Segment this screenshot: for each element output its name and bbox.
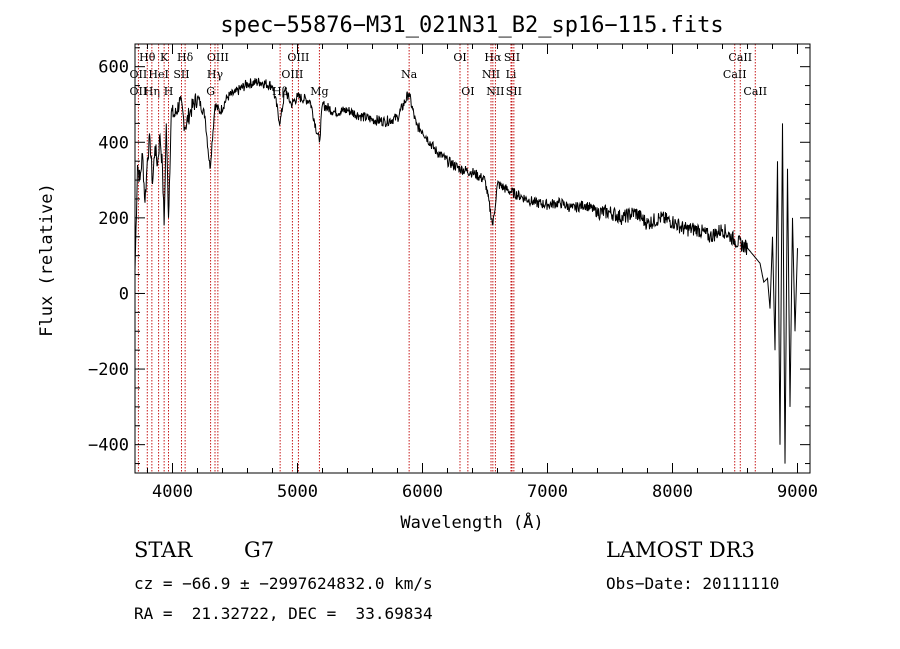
spectral-line-label: Hδ xyxy=(177,51,194,64)
y-tick-label: 0 xyxy=(119,284,129,304)
x-tick-label: 6000 xyxy=(402,482,443,502)
object-class: STAR xyxy=(134,538,193,562)
spectral-line-label: Hη xyxy=(144,85,160,98)
x-tick-label: 8000 xyxy=(652,482,693,502)
spectrum-plot-area xyxy=(134,77,798,464)
x-axis-label: Wavelength (Å) xyxy=(400,511,543,533)
spectral-line-label: OIII xyxy=(287,51,309,64)
chart-title: spec−55876−M31_021N31_B2_sp16−115.fits xyxy=(220,13,723,38)
y-tick-label: −400 xyxy=(88,436,129,456)
spectral-line-label: SII xyxy=(504,51,520,64)
spectral-line-label: SII xyxy=(173,68,189,81)
x-tick-label: 9000 xyxy=(777,482,818,502)
spectral-line-label: NII xyxy=(482,68,500,81)
spectral-line-label: K xyxy=(160,51,169,64)
spectral-line-label: CaII xyxy=(728,51,752,64)
spectral-line-label: Mg xyxy=(310,85,328,98)
observation-date: Obs−Date: 20111110 xyxy=(606,574,780,593)
axes: 4000 5000 6000 7000 8000 9000 600 400 200 0 −200 −4… xyxy=(88,44,818,502)
x-tick-label: 4000 xyxy=(152,482,193,502)
spectral-line-label: OI xyxy=(461,85,474,98)
spectral-line-label: OIII xyxy=(281,68,303,81)
y-tick-label: −200 xyxy=(88,360,129,380)
sky-coordinates: RA = 21.32722, DEC = 33.69834 xyxy=(134,604,433,623)
survey-name: LAMOST DR3 xyxy=(606,538,755,562)
spectral-line-label: Na xyxy=(401,68,418,81)
object-subclass: G7 xyxy=(244,538,275,562)
y-tick-label: 200 xyxy=(98,209,129,229)
spectral-line-label: OII xyxy=(130,68,148,81)
spectrum-series-flux xyxy=(134,77,798,464)
plot-frame xyxy=(134,43,811,474)
x-tick-label: 5000 xyxy=(277,482,318,502)
spectral-line-label: HeI xyxy=(148,68,168,81)
y-axis-label: Flux (relative) xyxy=(37,183,57,337)
x-tick-label: 7000 xyxy=(527,482,568,502)
spectral-line-label: SII xyxy=(506,85,522,98)
spectral-line-label: Hγ xyxy=(207,68,224,81)
spectral-line-label: CaII xyxy=(743,85,767,98)
spectral-line-label: CaII xyxy=(723,68,747,81)
spectral-line-label: H xyxy=(164,85,174,98)
spectral-line-label: Li xyxy=(506,68,517,81)
redshift-velocity: cz = −66.9 ± −2997624832.0 km/s xyxy=(134,574,433,593)
y-tick-label: 600 xyxy=(98,58,129,78)
spectral-line-label: Hθ xyxy=(139,51,156,64)
spectral-line-label: Hα xyxy=(484,51,502,64)
spectrum-chart: spec−55876−M31_021N31_B2_sp16−115.fits H… xyxy=(37,13,818,533)
y-tick-label: 400 xyxy=(98,133,129,153)
spectral-line-label: G xyxy=(206,85,215,98)
spectral-line-label: OI xyxy=(453,51,466,64)
spectral-line-label: OII xyxy=(130,85,148,98)
spectral-line-label: OIII xyxy=(207,51,229,64)
spectral-line-label: NII xyxy=(486,85,504,98)
